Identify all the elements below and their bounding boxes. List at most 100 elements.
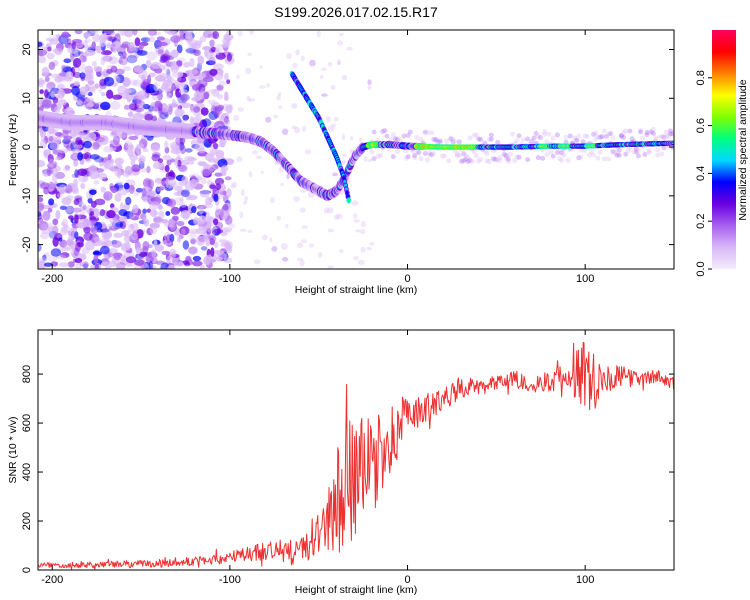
spectrogram-cell bbox=[125, 256, 137, 264]
spectrogram-cell bbox=[182, 114, 190, 121]
spectrogram-cell bbox=[213, 193, 219, 202]
spectrogram-cell bbox=[608, 131, 614, 137]
spectrogram-cell bbox=[164, 164, 170, 173]
spectrogram-cell bbox=[471, 132, 477, 138]
spectrogram-cell bbox=[99, 208, 106, 217]
spectrogram-cell bbox=[173, 158, 179, 167]
spectrogram-cell bbox=[239, 228, 247, 232]
spectrogram-cell bbox=[64, 106, 75, 117]
spectrogram-cell bbox=[202, 169, 211, 177]
spectrogram-cell bbox=[52, 59, 59, 67]
spectrogram-cell bbox=[126, 55, 138, 64]
spectrogram-cell bbox=[119, 54, 125, 60]
spectrogram-cell bbox=[118, 59, 124, 64]
spectrogram-cell bbox=[59, 205, 67, 211]
spectrogram-cell bbox=[346, 46, 353, 51]
spectrogram-cell bbox=[237, 107, 244, 112]
spectrogram-cell bbox=[245, 67, 252, 75]
spectrogram-cell bbox=[86, 102, 95, 107]
spectrogram-cell bbox=[80, 76, 85, 82]
snr-ytick-label: 200 bbox=[21, 512, 33, 530]
spectrogram-cell bbox=[650, 130, 656, 136]
spectrogram-cell bbox=[115, 222, 124, 228]
spectrogram-cell bbox=[83, 232, 93, 241]
spectrogram-cell bbox=[65, 205, 75, 215]
spectrogram-cell bbox=[38, 202, 45, 212]
spectrogram-cell bbox=[101, 229, 113, 240]
spectrogram-cell bbox=[293, 126, 301, 134]
spectrogram-cell bbox=[192, 115, 202, 124]
spectrogram-cell bbox=[98, 88, 103, 94]
spectrogram-cell bbox=[360, 220, 367, 228]
spectrogram-cell bbox=[120, 30, 126, 36]
spectrogram-cell bbox=[495, 139, 501, 145]
spectrogram-cell bbox=[454, 151, 460, 157]
spectrogram-cell bbox=[154, 100, 162, 109]
spectrogram-cell bbox=[253, 259, 261, 265]
spectrogram-cell bbox=[198, 215, 207, 225]
spectrogram-cell bbox=[653, 135, 659, 141]
spectrogram-cell bbox=[503, 153, 509, 159]
spectrogram-cell bbox=[230, 184, 237, 189]
spectrogram-cell bbox=[151, 153, 161, 162]
spectrogram-cell bbox=[557, 147, 563, 153]
spectrogram-cell bbox=[60, 221, 66, 226]
spectrogram-cell bbox=[542, 131, 548, 137]
spectrogram-cell bbox=[163, 140, 169, 149]
spectrogram-cell bbox=[38, 196, 44, 203]
figure-title: S199.2026.017.02.15.R17 bbox=[274, 4, 438, 20]
snr-series-line bbox=[38, 341, 674, 570]
spectrogram-cell bbox=[74, 231, 79, 240]
spectrogram-cell bbox=[73, 57, 82, 68]
spectrogram-cell bbox=[286, 173, 290, 180]
spectrogram-cell bbox=[270, 197, 275, 204]
spectrogram-cell bbox=[148, 72, 156, 78]
spectrogram-cell bbox=[141, 187, 147, 197]
spectrogram-cell bbox=[99, 38, 106, 48]
spectrogram-cell bbox=[122, 168, 131, 178]
spectrogram-cell bbox=[123, 235, 131, 243]
spectrogram-cell bbox=[503, 155, 509, 161]
spectrogram-cell bbox=[198, 162, 209, 167]
spectrogram-cell bbox=[157, 186, 165, 191]
spectrogram-cell bbox=[367, 159, 373, 163]
spectrogram-cell bbox=[75, 137, 83, 146]
spectrogram-cell bbox=[614, 152, 620, 158]
spectrogram-xtick-label: -100 bbox=[219, 273, 241, 285]
spectrogram-cell bbox=[633, 146, 639, 152]
spectrogram-cell bbox=[52, 236, 59, 247]
spectrogram-cell bbox=[191, 260, 203, 267]
spectrogram-cell bbox=[185, 48, 197, 54]
spectrogram-cell bbox=[189, 230, 197, 241]
spectrogram-cell bbox=[542, 129, 548, 135]
spectrogram-cell bbox=[358, 137, 363, 143]
spectrogram-cell bbox=[62, 66, 73, 73]
spectrogram-cell bbox=[212, 30, 220, 40]
spectrogram-cell bbox=[635, 148, 641, 154]
spectrogram-cell bbox=[60, 252, 70, 259]
spectrogram-cell bbox=[132, 112, 144, 122]
spectrogram-cell bbox=[285, 223, 289, 229]
spectrogram-cell bbox=[642, 151, 648, 157]
spectrogram-cell bbox=[90, 200, 97, 208]
spectrogram-cell bbox=[202, 118, 212, 127]
spectrogram-cell bbox=[143, 218, 150, 227]
snr-ytick-label: 400 bbox=[21, 463, 33, 481]
spectrogram-cell bbox=[525, 136, 531, 142]
spectrogram-cell bbox=[497, 155, 503, 161]
spectrogram-cell bbox=[557, 156, 563, 162]
spectrogram-cell bbox=[108, 252, 114, 258]
spectrogram-cell bbox=[82, 205, 87, 211]
spectrogram-cell bbox=[244, 195, 248, 202]
spectrogram-cell bbox=[109, 225, 119, 231]
colorbar-tick-label: 0.4 bbox=[695, 166, 707, 181]
spectrogram-cell bbox=[150, 201, 160, 207]
spectrogram-cell bbox=[100, 245, 110, 255]
spectrogram-cell bbox=[473, 132, 479, 138]
colorbar-tick-label: 0.0 bbox=[695, 261, 707, 276]
spectrogram-cell bbox=[140, 260, 146, 269]
spectrogram-cell bbox=[105, 252, 112, 259]
spectrogram-cell bbox=[46, 226, 56, 232]
spectrogram-cell bbox=[623, 151, 629, 157]
